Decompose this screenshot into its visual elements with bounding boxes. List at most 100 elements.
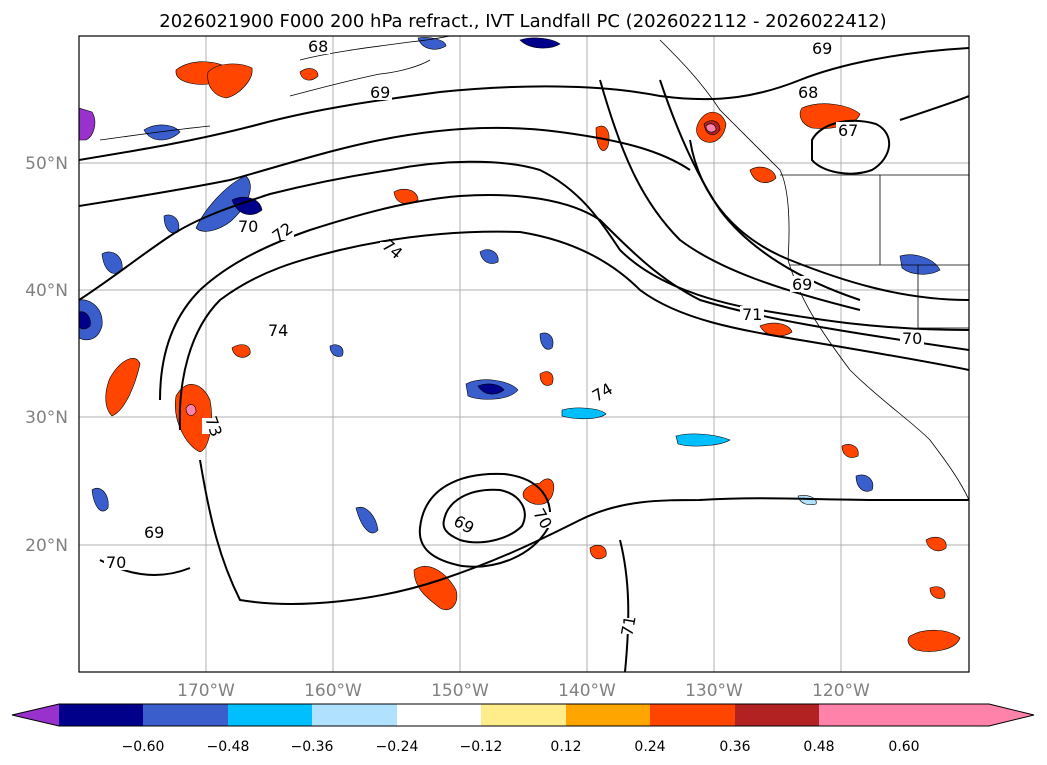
- negative-blob: [329, 344, 344, 357]
- coastline-aleutian-chain: [99, 125, 211, 141]
- negative-blob: [479, 249, 499, 264]
- refractivity-contours: [79, 47, 969, 672]
- contour-label: 74: [268, 321, 288, 340]
- colorbar-segment: [312, 704, 397, 726]
- colorbar-segment: [228, 704, 312, 726]
- lat-label: 50°N: [25, 154, 68, 174]
- colorbar-segment: [735, 704, 819, 726]
- contour-label: 70: [238, 217, 258, 236]
- negative-blob: [899, 254, 941, 275]
- map-background: [79, 36, 969, 672]
- colorbar-tick-label: 0.48: [803, 739, 834, 755]
- colorbar-segment: [481, 704, 566, 726]
- positive-blob: [929, 586, 946, 599]
- colorbar-segment: [143, 704, 228, 726]
- positive-blob: [105, 358, 141, 417]
- contour-label: 71: [617, 614, 639, 637]
- colorbar-tick-label: −0.60: [122, 739, 165, 755]
- contour-label: 69: [792, 275, 812, 294]
- contour-line: [79, 47, 969, 161]
- positive-blob: [907, 629, 961, 652]
- colorbar-tick-label: −0.36: [291, 739, 334, 755]
- negative-peak: [477, 383, 505, 395]
- colorbar-tick-label: 0.60: [888, 739, 919, 755]
- positive-peak: [705, 123, 717, 133]
- coastline-aleutians: [289, 59, 431, 97]
- negative-blob: [561, 407, 607, 420]
- positive-peak: [185, 404, 197, 416]
- contour-label: 69: [812, 39, 832, 58]
- coastline-alaska: [299, 36, 451, 61]
- contour-label: 68: [798, 83, 818, 102]
- contour-label: 70: [902, 329, 922, 348]
- lon-label: 170°W: [177, 681, 235, 701]
- negative-blob: [855, 474, 874, 492]
- colorbar-segment: [819, 704, 904, 726]
- colorbar-tick-label: −0.24: [376, 739, 419, 755]
- positive-blob: [207, 63, 253, 99]
- negative-blob: [539, 332, 554, 350]
- contour-line: [159, 194, 969, 401]
- positive-blob: [299, 68, 319, 81]
- map-title: 2026021900 F000 200 hPa refract., IVT La…: [159, 11, 886, 32]
- negative-blob: [355, 506, 379, 534]
- colorbar-outline: [11, 703, 1035, 727]
- positive-blob: [925, 536, 947, 552]
- colorbar-tick-label: −0.12: [460, 739, 503, 755]
- map-panel: 68 69 69 68 67 70 72 74 74 69 71 70 74: [78, 35, 970, 673]
- negative-blob: [79, 299, 103, 341]
- lat-label: 20°N: [25, 536, 68, 556]
- contour-label: 69: [370, 83, 390, 102]
- lat-label: 40°N: [25, 281, 68, 301]
- positive-blob: [841, 444, 859, 458]
- positive-blob: [589, 544, 607, 560]
- colorbar-ticks: −0.60 −0.48 −0.36 −0.24 −0.12 0.12 0.24 …: [122, 739, 920, 755]
- lon-label: 140°W: [558, 681, 616, 701]
- positive-blob: [231, 344, 251, 358]
- contour-line: [199, 459, 969, 605]
- contour-line: [79, 126, 691, 207]
- latitude-labels: 50°N 40°N 30°N 20°N: [25, 154, 68, 556]
- colorbar-segment: [566, 704, 650, 726]
- negative-blob: [195, 175, 251, 232]
- negative-blob: [675, 433, 731, 447]
- contour-line: [899, 95, 969, 121]
- positive-blob: [749, 166, 777, 183]
- negative-blob: [143, 124, 181, 141]
- colorbar-tick-label: 0.24: [634, 739, 665, 755]
- lon-label: 150°W: [431, 681, 489, 701]
- contour-line-closed: [442, 488, 526, 544]
- lon-label: 130°W: [685, 681, 743, 701]
- colorbar-segment: [397, 704, 481, 726]
- negative-peak: [79, 107, 96, 141]
- colorbar-segment: [59, 704, 143, 726]
- negative-peak: [231, 197, 263, 215]
- lon-label: 120°W: [812, 681, 870, 701]
- colorbar-extend-high: [989, 704, 1034, 726]
- colorbar: −0.60 −0.48 −0.36 −0.24 −0.12 0.12 0.24 …: [11, 703, 1035, 755]
- contour-line: [178, 230, 969, 431]
- colorbar-extend-low: [12, 704, 59, 726]
- contour-label: 69: [144, 523, 164, 542]
- colorbar-tick-label: 0.12: [550, 739, 581, 755]
- colorbar-tick-label: 0.36: [719, 739, 750, 755]
- positive-blob: [393, 188, 419, 205]
- map-frame: [78, 35, 970, 673]
- negative-peak: [79, 311, 91, 330]
- contour-label: 67: [838, 121, 858, 140]
- negative-blob: [91, 488, 109, 512]
- contour-labels: 68 69 69 68 67 70 72 74 74 69 71 70 74: [104, 37, 924, 638]
- contour-label: 68: [308, 37, 328, 56]
- colorbar-segment: [904, 704, 989, 726]
- lat-label: 30°N: [25, 408, 68, 428]
- positive-blob: [539, 371, 554, 386]
- state-borders: [780, 174, 969, 329]
- negative-peak: [519, 37, 561, 49]
- longitude-labels: 170°W 160°W 150°W 140°W 130°W 120°W: [177, 681, 870, 701]
- lon-label: 160°W: [304, 681, 362, 701]
- contour-label: 71: [742, 305, 762, 324]
- contour-label: 70: [106, 553, 126, 572]
- contour-line: [619, 539, 630, 672]
- colorbar-tick-label: −0.48: [207, 739, 250, 755]
